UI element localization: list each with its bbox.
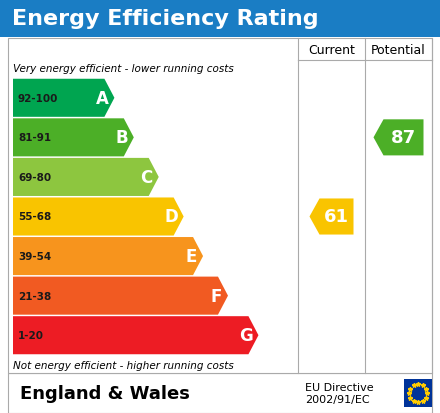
Text: B: B (115, 129, 128, 147)
Text: E: E (185, 247, 197, 266)
Bar (0, 0, 440, 38)
Text: England & Wales: England & Wales (20, 384, 190, 402)
Polygon shape (13, 159, 159, 197)
Text: EU Directive: EU Directive (305, 382, 374, 392)
Bar (8, 39, 432, 373)
Text: 61: 61 (324, 208, 349, 226)
Polygon shape (13, 119, 134, 157)
Text: 55-68: 55-68 (18, 212, 51, 222)
Polygon shape (374, 120, 423, 156)
Polygon shape (13, 198, 183, 236)
Text: Very energy efficient - lower running costs: Very energy efficient - lower running co… (13, 64, 234, 74)
Text: C: C (141, 169, 153, 187)
Bar (8, 373, 432, 413)
Text: 21-38: 21-38 (18, 291, 51, 301)
Text: 2002/91/EC: 2002/91/EC (305, 394, 370, 404)
Polygon shape (309, 199, 353, 235)
Text: F: F (210, 287, 222, 305)
Polygon shape (13, 237, 203, 275)
Text: 81-91: 81-91 (18, 133, 51, 143)
Text: Potential: Potential (371, 43, 426, 56)
Text: A: A (96, 90, 109, 107)
Polygon shape (13, 80, 114, 118)
Text: 39-54: 39-54 (18, 252, 51, 261)
Text: G: G (239, 326, 253, 344)
Polygon shape (13, 277, 228, 315)
Text: 69-80: 69-80 (18, 173, 51, 183)
Bar (404, 379, 432, 407)
Text: 92-100: 92-100 (18, 94, 59, 104)
Text: Energy Efficiency Rating: Energy Efficiency Rating (12, 9, 319, 29)
Polygon shape (13, 316, 258, 354)
Text: Not energy efficient - higher running costs: Not energy efficient - higher running co… (13, 360, 234, 370)
Text: 87: 87 (391, 129, 416, 147)
Text: Current: Current (308, 43, 355, 56)
Text: 1-20: 1-20 (18, 330, 44, 340)
Text: D: D (165, 208, 179, 226)
